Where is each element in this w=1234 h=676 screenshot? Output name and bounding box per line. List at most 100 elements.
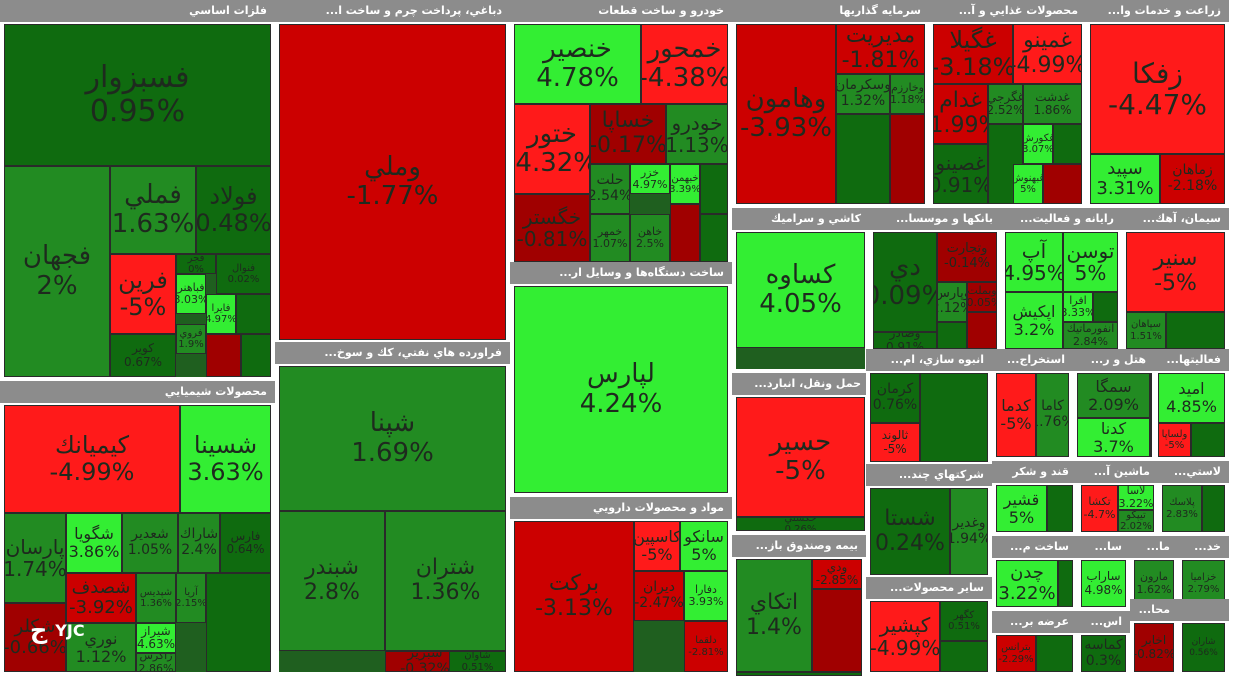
stock-tile[interactable]: خمهر 1.07% (590, 214, 630, 262)
stock-tile[interactable]: تيپكو 2.02% (1118, 510, 1154, 532)
stock-tile[interactable]: شپنا 1.69% (279, 366, 506, 511)
stock-tile[interactable]: شسينا 3.63% (180, 405, 271, 513)
stock-tile[interactable]: كوير 0.67% (110, 334, 176, 377)
stock-tile[interactable]: غدشت 1.86% (1023, 84, 1082, 124)
stock-tile[interactable]: بركت -3.13% (514, 521, 634, 672)
stock-tile[interactable]: شپديس 1.36% (136, 573, 176, 623)
stock-tile[interactable]: زاگرس 2.86% (136, 653, 176, 672)
stock-tile[interactable]: غدام-1.99% (933, 84, 988, 144)
stock-tile[interactable]: وصادر 0.91% (873, 332, 937, 349)
stock-tile[interactable]: انفورماتيك 2.84% (1063, 322, 1118, 349)
stock-tile[interactable]: فولاد 0.48% (196, 166, 271, 254)
stock-tile[interactable]: توسن 5% (1063, 232, 1118, 292)
stock-tile[interactable]: لاسا 3.22% (1118, 485, 1154, 510)
stock-tile[interactable]: خاهن 2.5% (630, 214, 670, 262)
stock-tile[interactable]: شيراز 4.63% (136, 623, 176, 653)
stock-tile[interactable]: حكشتي 0.26% (736, 517, 865, 531)
stock-tile[interactable]: پارسان 1.74% (4, 513, 66, 603)
stock-tile[interactable]: كساوه 4.05% (736, 232, 865, 348)
stock-tile[interactable]: ختور-4.32% (514, 104, 590, 194)
stock-tile[interactable]: ساراب 4.98% (1081, 560, 1126, 607)
stock-tile[interactable]: زماهان -2.18% (1160, 154, 1225, 204)
stock-tile[interactable]: كدما -5% (996, 373, 1036, 457)
stock-tile[interactable]: بترانس -2.29% (996, 635, 1036, 672)
stock-tile[interactable]: فايرا 4.97% (206, 294, 236, 334)
stock-tile[interactable]: وغدير1.94% (950, 488, 988, 575)
stock-tile[interactable]: دفارا 3.93% (684, 571, 728, 621)
stock-tile[interactable]: مديريت -1.81% (836, 24, 925, 74)
stock-tile[interactable]: وملي -1.77% (279, 24, 506, 340)
stock-tile[interactable]: سپيد 3.31% (1090, 154, 1160, 204)
stock-tile[interactable]: وپارس2.12% (937, 282, 967, 322)
stock-tile[interactable]: كرمان 0.76% (870, 373, 920, 423)
stock-tile[interactable]: وخارزم 1.18% (890, 74, 925, 114)
stock-tile[interactable]: خساپا -0.17% (590, 104, 666, 164)
stock-tile[interactable]: قشير 5% (996, 485, 1047, 532)
stock-tile[interactable]: فارس 0.64% (220, 513, 271, 573)
stock-tile[interactable]: خبهمن 3.39% (670, 164, 700, 204)
stock-tile[interactable]: آپ 4.95% (1005, 232, 1063, 292)
stock-tile[interactable]: ولساپا -5% (1158, 423, 1191, 457)
stock-tile[interactable]: كدنا 3.7% (1077, 418, 1150, 457)
stock-tile[interactable]: چدن 3.22% (996, 560, 1058, 607)
stock-tile[interactable]: لپارس 4.24% (514, 286, 728, 493)
stock-tile[interactable]: فجهان 2% (4, 166, 110, 377)
stock-tile[interactable]: فرين -5% (110, 254, 176, 334)
stock-tile[interactable]: زفكا -4.47% (1090, 24, 1225, 154)
stock-tile[interactable]: غمينو-4.99% (1013, 24, 1082, 84)
stock-tile[interactable]: كماسه 0.3% (1081, 635, 1126, 672)
stock-tile[interactable]: وبملت-0.05% (967, 282, 997, 312)
stock-tile[interactable]: اميد 4.85% (1158, 373, 1225, 423)
stock-tile[interactable]: افرا3.33% (1063, 292, 1093, 322)
stock-tile[interactable]: وسكرمان 1.32% (836, 74, 890, 114)
stock-tile[interactable]: فروي 1.9% (176, 324, 206, 354)
stock-tile[interactable]: دي0.09% (873, 232, 937, 332)
stock-tile[interactable]: شتران 1.36% (385, 511, 506, 651)
stock-tile[interactable]: شستا 0.24% (870, 488, 950, 575)
stock-tile[interactable]: كيميانك -4.99% (4, 405, 180, 513)
stock-tile[interactable]: فجر 0% (176, 254, 216, 274)
stock-tile[interactable]: شبندر 2.8% (279, 511, 385, 651)
stock-tile[interactable]: سپاهان 1.51% (1126, 312, 1166, 349)
stock-tile[interactable]: حسير -5% (736, 397, 865, 517)
stock-tile[interactable]: فباهنر3.03% (176, 274, 206, 314)
stock-tile[interactable]: خنصير 4.78% (514, 24, 641, 104)
stock-tile[interactable]: غصينو0.91% (933, 144, 988, 204)
stock-tile[interactable]: سانكو 5% (680, 521, 728, 571)
stock-tile[interactable]: دلقما -2.81% (684, 621, 728, 672)
stock-tile[interactable]: فملي 1.63% (110, 166, 196, 254)
stock-tile[interactable]: فنوال 0.02% (216, 254, 271, 294)
stock-tile[interactable]: كاما1.76% (1036, 373, 1069, 457)
stock-tile[interactable]: سمگا 2.09% (1077, 373, 1150, 418)
stock-tile[interactable]: حلت2.54% (590, 164, 630, 214)
stock-tile[interactable]: خودرو 1.13% (666, 104, 728, 164)
stock-tile[interactable]: وتجارت -0.14% (937, 232, 997, 282)
stock-tile[interactable]: سنير -5% (1126, 232, 1225, 312)
stock-tile[interactable]: وهامون -3.93% (736, 24, 836, 204)
stock-tile[interactable]: خزر 4.97% (630, 164, 670, 194)
stock-tile[interactable]: شگويا 3.86% (66, 513, 122, 573)
stock-tile[interactable]: آريا 2.15% (176, 573, 206, 623)
stock-tile[interactable]: كپشير -4.99% (870, 601, 940, 672)
stock-tile[interactable]: خگستر -0.81% (514, 194, 590, 262)
stock-tile[interactable]: غگيلا -3.18% (933, 24, 1013, 84)
stock-tile[interactable]: شاران 0.56% (1182, 623, 1225, 672)
stock-tile[interactable]: اپكيش 3.2% (1005, 292, 1063, 349)
stock-tile[interactable]: تكشا -4.7% (1081, 485, 1118, 532)
stock-tile[interactable]: اتكاي 1.4% (736, 559, 812, 672)
stock-tile[interactable]: غكورش 3.07% (1023, 124, 1053, 164)
stock-tile[interactable]: ودي -2.85% (812, 559, 862, 589)
stock-tile[interactable]: ثالوند -5% (870, 423, 920, 462)
stock-tile[interactable]: غبهنوش 5% (1013, 164, 1043, 204)
stock-tile[interactable]: شاوان 0.51% (449, 651, 506, 672)
stock-tile[interactable]: اخابر -0.82% (1134, 623, 1174, 672)
stock-tile[interactable]: شصدف -3.92% (66, 573, 136, 623)
stock-tile[interactable]: ديران -2.47% (634, 571, 684, 621)
stock-tile[interactable]: شكلر -0.66% (4, 603, 66, 672)
stock-tile[interactable]: كگهر 0.51% (940, 601, 988, 641)
stock-tile[interactable]: خمحور -4.38% (641, 24, 728, 104)
stock-tile[interactable]: شعدير 1.05% (122, 513, 178, 573)
stock-tile[interactable]: نوري 1.12% (66, 623, 136, 672)
stock-tile[interactable]: فسبزوار 0.95% (4, 24, 271, 166)
stock-tile[interactable]: كاسپين -5% (634, 521, 680, 571)
